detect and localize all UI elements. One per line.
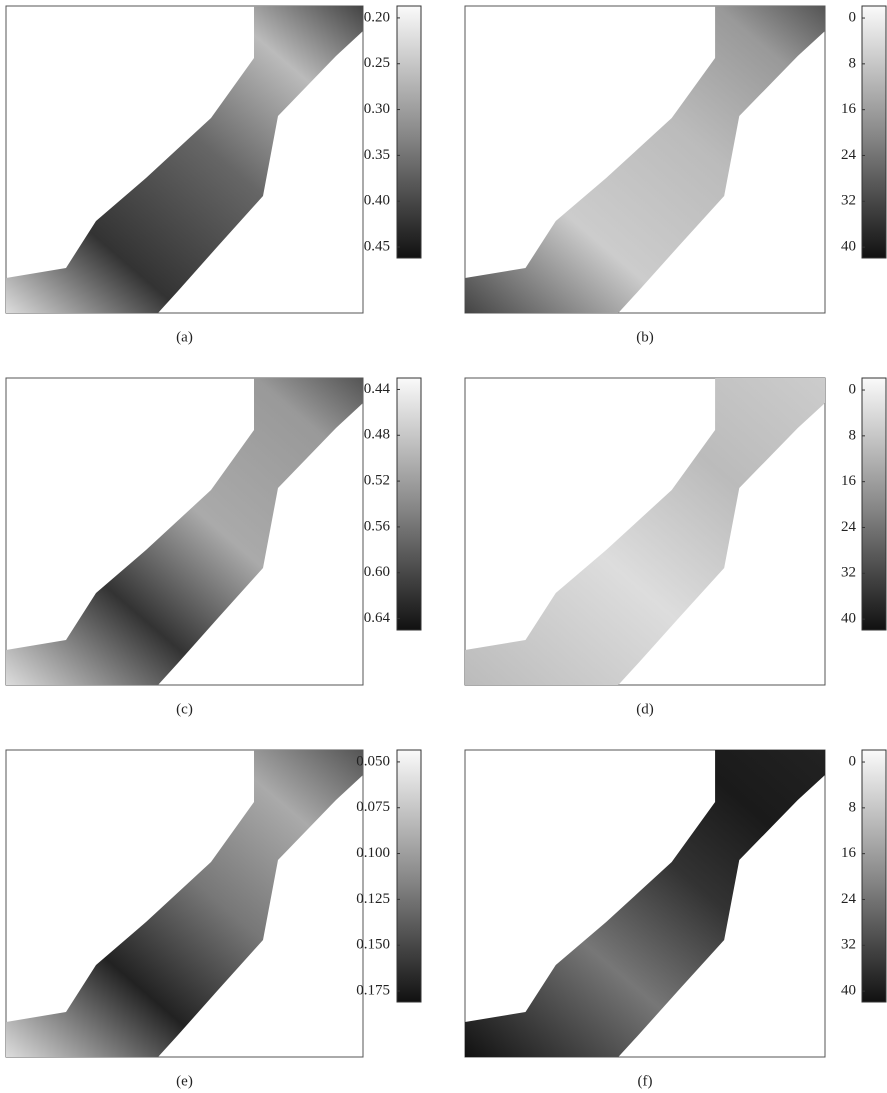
panel-caption: (f) — [638, 1073, 653, 1089]
colorbar-tick-label: 0.050 — [356, 753, 390, 769]
colorbar-tick-label: 24 — [841, 891, 857, 907]
colorbar — [396, 749, 422, 1003]
panel-caption: (c) — [176, 701, 193, 717]
colorbar-tick-label: 16 — [841, 101, 857, 117]
colorbar-tick-label: 0.45 — [364, 238, 390, 254]
panel-caption: (e) — [176, 1073, 193, 1089]
map-region — [465, 750, 825, 1057]
colorbar-tick-label: 8 — [849, 799, 857, 815]
colorbar-tick-label: 16 — [841, 845, 857, 861]
panel-caption: (b) — [636, 329, 654, 345]
colorbar — [861, 749, 887, 1003]
colorbar-tick-label: 32 — [841, 193, 856, 209]
colorbar-tick-label: 16 — [841, 473, 857, 489]
colorbar-tick-label: 0.40 — [364, 193, 390, 209]
colorbar-tick-label: 0.35 — [364, 147, 390, 163]
colorbar-tick-label: 0.48 — [364, 427, 390, 443]
colorbar-tick-label: 0.60 — [364, 564, 390, 580]
colorbar-tick-label: 0 — [849, 9, 857, 25]
map-region — [6, 750, 363, 1057]
colorbar-tick-label: 32 — [841, 565, 856, 581]
colorbar-tick-label: 8 — [849, 427, 857, 443]
colorbar-tick-label: 0.30 — [364, 101, 390, 117]
map-region — [6, 6, 363, 313]
colorbar — [396, 377, 422, 631]
colorbar — [396, 5, 422, 259]
colorbar-tick-label: 24 — [841, 147, 857, 163]
colorbar-tick-label: 0 — [849, 753, 857, 769]
colorbar-tick-label: 40 — [841, 983, 856, 999]
map-region — [465, 378, 825, 685]
colorbar-tick-label: 40 — [841, 239, 856, 255]
colorbar-tick-label: 32 — [841, 937, 856, 953]
colorbar-tick-label: 0.150 — [356, 937, 390, 953]
colorbar-tick-label: 0.64 — [364, 610, 391, 626]
colorbar-tick-label: 0.52 — [364, 473, 390, 489]
colorbar-tick-label: 8 — [849, 55, 857, 71]
colorbar-tick-label: 0.100 — [356, 845, 390, 861]
colorbar-tick-label: 0 — [849, 381, 857, 397]
panel-caption: (d) — [636, 701, 654, 717]
colorbar-tick-label: 0.56 — [364, 518, 391, 534]
colorbar-tick-label: 0.44 — [364, 381, 391, 397]
colorbar-tick-label: 0.25 — [364, 55, 390, 71]
colorbar-tick-label: 0.20 — [364, 9, 390, 25]
map-region — [6, 378, 363, 685]
colorbar-tick-label: 40 — [841, 611, 856, 627]
colorbar — [861, 377, 887, 631]
colorbar — [861, 5, 887, 259]
colorbar-tick-label: 0.075 — [356, 799, 390, 815]
panel-caption: (a) — [176, 329, 193, 345]
colorbar-tick-label: 24 — [841, 519, 857, 535]
colorbar-tick-label: 0.125 — [356, 891, 390, 907]
map-region — [465, 6, 825, 313]
colorbar-tick-label: 0.175 — [356, 982, 390, 998]
